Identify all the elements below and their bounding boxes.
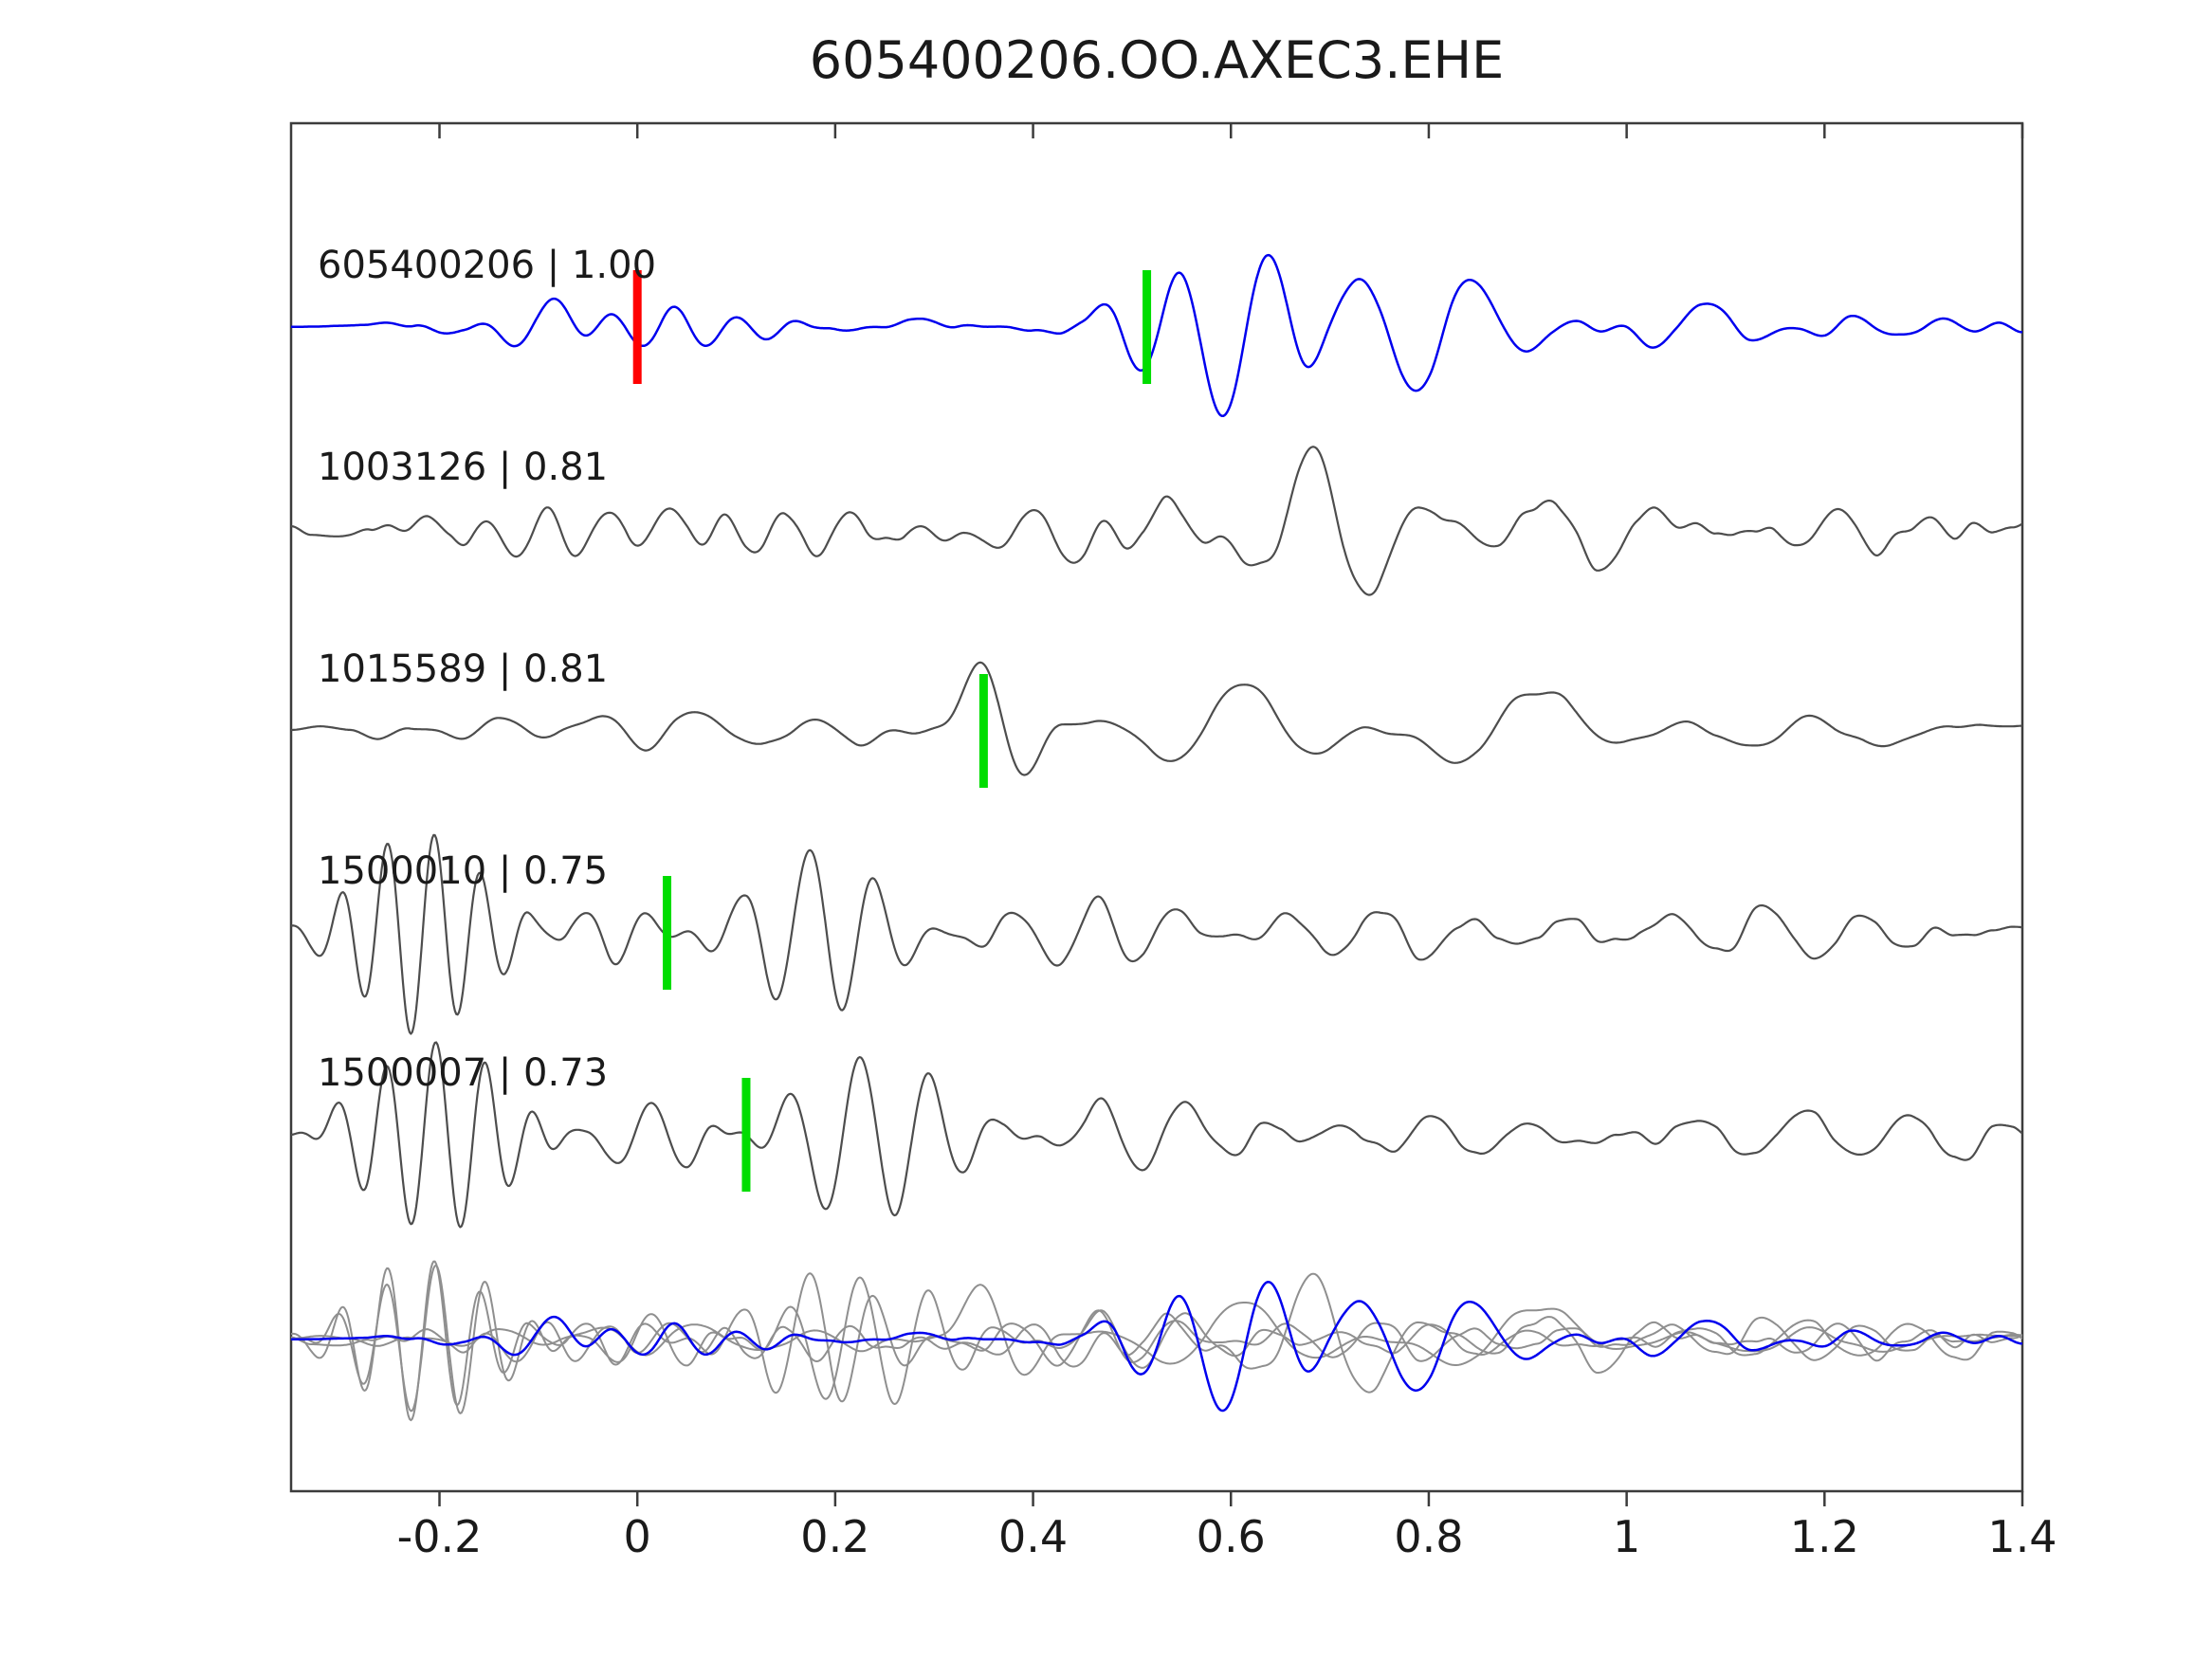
trace-label-605400206: 605400206 | 1.00 [318, 244, 656, 287]
x-tick-label: -0.2 [397, 1511, 483, 1562]
overlay-waveform-1003126 [291, 1272, 2022, 1394]
overlay-waveform-605400206 [291, 1281, 2022, 1413]
overlay-traces [291, 1260, 2022, 1422]
x-tick-label: 1.4 [1987, 1511, 2057, 1562]
waveform-traces [291, 253, 2022, 1229]
chart-title: 605400206.OO.AXEC3.EHE [810, 30, 1504, 90]
trace-waveform-1500007 [291, 1041, 2022, 1229]
x-tick-label: 0.2 [800, 1511, 869, 1562]
trace-label-1500010: 1500010 | 0.75 [318, 849, 608, 893]
x-tick-label: 0.6 [1197, 1511, 1266, 1562]
overlay-waveform-1015589 [291, 1284, 2022, 1376]
trace-label-1500007: 1500007 | 0.73 [318, 1051, 608, 1095]
trace-waveform-605400206 [291, 253, 2022, 418]
x-tick-label: 0.4 [998, 1511, 1068, 1562]
pick-markers [632, 270, 1152, 1192]
trace-label-1015589: 1015589 | 0.81 [318, 647, 608, 691]
x-axis-ticks [438, 123, 2024, 1506]
trace-label-1003126: 1003126 | 0.81 [318, 446, 608, 489]
trace-waveform-1015589 [291, 661, 2022, 776]
trace-waveform-1003126 [291, 446, 2022, 596]
x-axis-tick-labels: -0.2 0 0.2 0.4 0.6 0.8 1 1.2 1.4 [397, 1511, 2057, 1562]
plot-box [289, 121, 2024, 1493]
trace-waveform-1500010 [291, 833, 2022, 1035]
trace-labels: 605400206 | 1.00 1003126 | 0.81 1015589 | … [318, 244, 656, 1095]
x-tick-label: 1.2 [1790, 1511, 1859, 1562]
x-tick-label: 0.8 [1394, 1511, 1463, 1562]
x-tick-label: 0 [624, 1511, 651, 1562]
x-tick-label: 1 [1613, 1511, 1640, 1562]
